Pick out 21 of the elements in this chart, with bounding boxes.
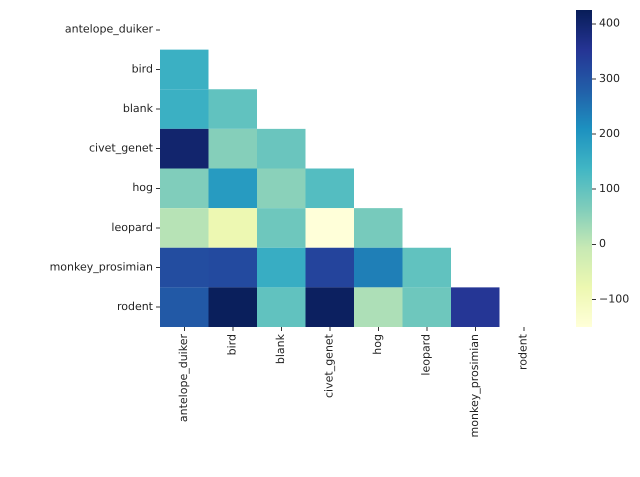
color-bar-label: 200 bbox=[599, 126, 620, 140]
color-bar-label: 0 bbox=[599, 237, 606, 250]
x-tick-label: bird bbox=[226, 334, 239, 356]
x-tick-label: rodent bbox=[516, 333, 530, 370]
x-tick-label: monkey_prosimian bbox=[468, 334, 482, 438]
y-tick-label: monkey_prosimian bbox=[50, 260, 154, 274]
color-bar-label: 100 bbox=[599, 182, 620, 196]
x-tick-label: civet_genet bbox=[322, 333, 336, 398]
y-tick-label: bird bbox=[132, 62, 153, 76]
y-tick-label: leopard bbox=[111, 220, 153, 234]
color-bar-label: −100 bbox=[599, 292, 630, 306]
color-bar-label: 400 bbox=[599, 16, 620, 30]
color-bar-label: 300 bbox=[599, 72, 620, 85]
y-tick-label: hog bbox=[132, 181, 153, 194]
y-tick-label: blank bbox=[122, 102, 154, 115]
x-tick-label: leopard bbox=[420, 334, 433, 376]
y-tick-label: civet_genet bbox=[89, 142, 154, 155]
y-tick-label: antelope_duiker bbox=[64, 22, 154, 36]
x-tick-label: hog bbox=[371, 334, 384, 355]
y-tick-label: rodent bbox=[116, 300, 154, 314]
x-tick-label: blank bbox=[274, 333, 288, 364]
